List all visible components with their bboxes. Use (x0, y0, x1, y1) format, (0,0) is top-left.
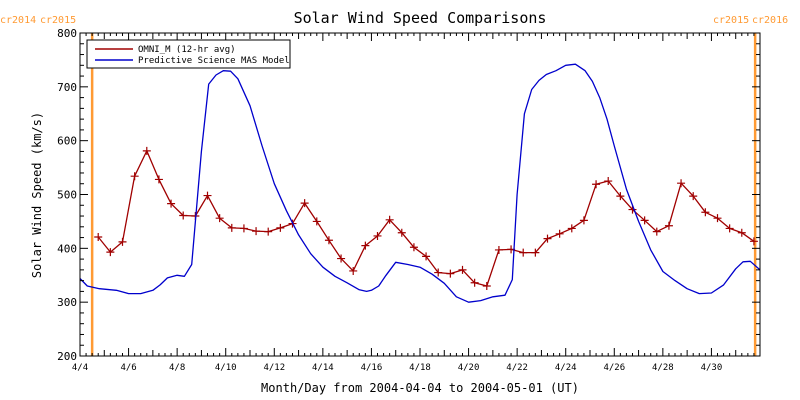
series-marker-0 (130, 172, 139, 181)
chart-title: Solar Wind Speed Comparisons (294, 9, 547, 27)
series-marker-0 (373, 231, 382, 240)
boundary-label-right-2: cr2016 (752, 15, 788, 26)
series-marker-0 (725, 224, 734, 233)
x-tick-label: 4/14 (312, 363, 334, 373)
legend-label-omni: OMNI_M (12-hr avg) (138, 45, 236, 55)
series-marker-0 (215, 214, 224, 223)
series-marker-0 (749, 237, 758, 246)
series-marker-0 (118, 237, 127, 246)
x-tick-label: 4/24 (555, 363, 577, 373)
series-marker-0 (701, 208, 710, 217)
series-marker-0 (106, 248, 115, 257)
series-marker-0 (531, 248, 540, 257)
x-axis-label: Month/Day from 2004-04-04 to 2004-05-01 … (261, 381, 579, 395)
series-marker-0 (482, 282, 491, 291)
series-marker-0 (604, 177, 613, 186)
series-marker-0 (264, 227, 273, 236)
series-marker-0 (543, 234, 552, 243)
series-marker-0 (300, 199, 309, 208)
y-axis-label: Solar Wind Speed (km/s) (30, 112, 44, 278)
series-line-1 (79, 63, 761, 303)
x-tick-label: 4/22 (506, 363, 528, 373)
y-tick-label: 800 (57, 27, 77, 40)
series-marker-0 (470, 278, 479, 287)
series-marker-0 (94, 233, 103, 242)
series-marker-0 (276, 223, 285, 232)
series-marker-0 (154, 175, 163, 184)
y-tick-label: 400 (57, 242, 77, 255)
y-tick-label: 700 (57, 81, 77, 94)
x-tick-label: 4/30 (701, 363, 723, 373)
series-marker-0 (361, 241, 370, 250)
legend: OMNI_M (12-hr avg) Predictive Science MA… (86, 39, 291, 69)
legend-label-mas: Predictive Science MAS Model (138, 56, 290, 66)
series-marker-0 (252, 227, 261, 236)
axis-ticks: 200 300 400 500 600 700 800 4/4 4/6 4/8 4/10 4/12 4/… (57, 27, 760, 373)
x-tick-label: 4/26 (603, 363, 625, 373)
x-tick-label: 4/8 (169, 363, 185, 373)
series-marker-0 (179, 211, 188, 220)
series-marker-0 (652, 227, 661, 236)
boundary-label-left-1: cr2014 (0, 15, 36, 26)
series-marker-0 (555, 229, 564, 238)
series-marker-0 (592, 180, 601, 189)
series-marker-0 (664, 221, 673, 230)
y-tick-label: 200 (57, 350, 77, 363)
series-marker-0 (203, 191, 212, 200)
series-marker-0 (337, 254, 346, 263)
x-tick-label: 4/18 (409, 363, 431, 373)
series-marker-0 (494, 245, 503, 254)
series-marker-0 (689, 192, 698, 201)
boundary-label-left-2: cr2015 (40, 15, 76, 26)
series-marker-0 (324, 236, 333, 245)
series-marker-0 (640, 216, 649, 225)
series-marker-0 (579, 216, 588, 225)
series-marker-0 (349, 266, 358, 275)
x-tick-label: 4/4 (72, 363, 88, 373)
series-marker-0 (737, 228, 746, 237)
series-marker-0 (616, 192, 625, 201)
series-marker-0 (713, 214, 722, 223)
series-marker-0 (227, 223, 236, 232)
x-tick-label: 4/28 (652, 363, 674, 373)
x-tick-label: 4/12 (263, 363, 285, 373)
y-tick-label: 300 (57, 296, 77, 309)
series-marker-0 (567, 224, 576, 233)
series-marker-0 (167, 199, 176, 208)
series-marker-0 (422, 252, 431, 261)
x-tick-label: 4/20 (458, 363, 480, 373)
series-marker-0 (434, 268, 443, 277)
boundary-label-right-1: cr2015 (713, 15, 749, 26)
series-marker-0 (142, 146, 151, 155)
y-tick-label: 600 (57, 135, 77, 148)
x-tick-label: 4/6 (120, 363, 136, 373)
series-marker-0 (385, 215, 394, 224)
series-marker-0 (409, 243, 418, 252)
x-tick-label: 4/16 (361, 363, 383, 373)
y-tick-label: 500 (57, 189, 77, 202)
series-marker-0 (446, 269, 455, 278)
series-marker-0 (397, 228, 406, 237)
series-marker-0 (239, 224, 248, 233)
series-marker-0 (458, 265, 467, 274)
series-marker-0 (312, 217, 321, 226)
legend-box (86, 39, 291, 69)
series-marker-0 (519, 248, 528, 257)
series-marker-0 (677, 179, 686, 188)
x-tick-label: 4/10 (215, 363, 237, 373)
